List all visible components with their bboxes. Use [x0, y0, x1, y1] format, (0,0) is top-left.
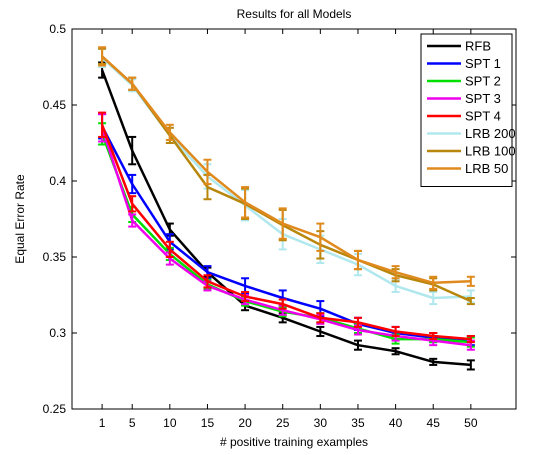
data-point — [165, 240, 174, 258]
series-7 — [98, 46, 475, 290]
legend-label: SPT 3 — [465, 91, 501, 106]
data-point — [241, 186, 250, 219]
data-point — [98, 111, 107, 138]
data-point — [353, 339, 362, 351]
data-point — [429, 290, 438, 306]
data-point — [316, 325, 325, 338]
x-tick-label: 45 — [427, 416, 441, 430]
data-point — [429, 275, 438, 290]
legend-label: RFB — [465, 39, 491, 54]
data-point — [128, 135, 137, 166]
x-tick-label: 10 — [163, 416, 177, 430]
data-point — [128, 195, 137, 213]
data-point — [466, 275, 475, 287]
legend-label: LRB 200 — [465, 126, 516, 141]
series-4 — [98, 111, 475, 344]
y-tick-label: 0.25 — [43, 402, 67, 416]
data-point — [203, 158, 212, 186]
y-axis-label: Equal Error Rate — [13, 174, 27, 264]
x-tick-label: 5 — [129, 416, 136, 430]
legend-label: SPT 4 — [465, 109, 501, 124]
data-point — [429, 357, 438, 366]
y-tick-label: 0.3 — [49, 326, 66, 340]
data-point — [203, 274, 212, 289]
data-point — [316, 312, 325, 324]
legend-label: LRB 100 — [465, 144, 516, 159]
x-tick-label: 20 — [238, 416, 252, 430]
data-point — [466, 297, 475, 306]
data-point — [391, 265, 400, 280]
x-tick-label: 25 — [276, 416, 290, 430]
data-point — [128, 213, 137, 228]
y-tick-label: 0.5 — [49, 22, 66, 36]
data-point — [429, 332, 438, 341]
legend-label: SPT 1 — [465, 56, 501, 71]
chart-title: Results for all Models — [237, 7, 352, 21]
x-tick-label: 35 — [351, 416, 365, 430]
x-tick-label: 1 — [99, 416, 106, 430]
legend-label: LRB 50 — [465, 161, 508, 176]
data-point — [466, 359, 475, 371]
data-point — [241, 290, 250, 303]
data-point — [128, 173, 137, 195]
x-axis-label: # positive training examples — [220, 435, 368, 449]
y-tick-label: 0.4 — [49, 174, 66, 188]
legend: RFB SPT 1 SPT 2 SPT 3 SPT 4 LRB 200 LRB 100 LRB… — [420, 33, 516, 187]
axis-ticks: 1 5 10 15 20 25 30 35 40 45 500.250.30.350.40.450.… — [43, 22, 516, 430]
legend-box — [420, 33, 513, 187]
data-point — [391, 347, 400, 356]
data-point — [316, 222, 325, 252]
data-point — [391, 325, 400, 338]
data-point — [466, 335, 475, 344]
x-tick-label: 50 — [464, 416, 478, 430]
data-point — [165, 123, 174, 141]
data-point — [128, 76, 137, 91]
data-point — [353, 249, 362, 271]
legend-label: SPT 2 — [465, 74, 501, 89]
data-point — [353, 316, 362, 328]
series-layer — [98, 46, 475, 371]
data-point — [278, 298, 287, 310]
x-tick-label: 40 — [389, 416, 403, 430]
y-tick-label: 0.35 — [43, 250, 67, 264]
y-tick-label: 0.45 — [43, 98, 67, 112]
x-tick-label: 30 — [314, 416, 328, 430]
data-point — [278, 207, 287, 240]
x-tick-label: 15 — [201, 416, 215, 430]
data-point — [98, 46, 107, 67]
